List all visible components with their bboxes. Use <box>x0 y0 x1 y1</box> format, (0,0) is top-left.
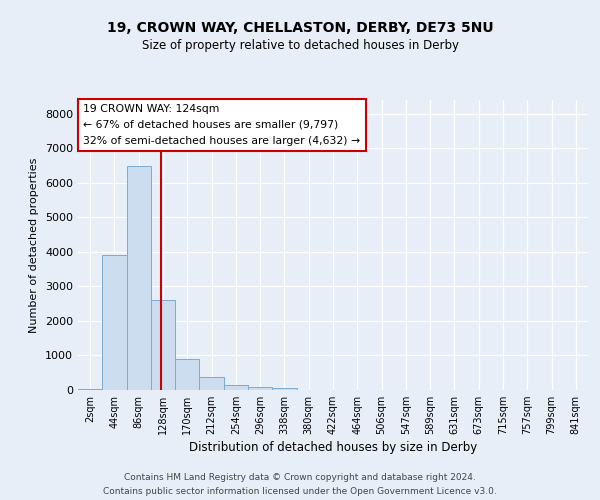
Bar <box>151 300 175 390</box>
Bar <box>102 256 127 390</box>
Bar <box>78 389 102 390</box>
Bar <box>224 385 248 390</box>
Bar <box>175 359 199 390</box>
Text: Distribution of detached houses by size in Derby: Distribution of detached houses by size … <box>189 441 477 454</box>
Bar <box>199 377 224 390</box>
Text: Size of property relative to detached houses in Derby: Size of property relative to detached ho… <box>142 38 458 52</box>
Text: 19, CROWN WAY, CHELLASTON, DERBY, DE73 5NU: 19, CROWN WAY, CHELLASTON, DERBY, DE73 5… <box>107 20 493 34</box>
Y-axis label: Number of detached properties: Number of detached properties <box>29 158 40 332</box>
Bar <box>127 166 151 390</box>
Text: Contains public sector information licensed under the Open Government Licence v3: Contains public sector information licen… <box>103 486 497 496</box>
Bar <box>272 388 296 390</box>
Text: Contains HM Land Registry data © Crown copyright and database right 2024.: Contains HM Land Registry data © Crown c… <box>124 473 476 482</box>
Text: 19 CROWN WAY: 124sqm
← 67% of detached houses are smaller (9,797)
32% of semi-de: 19 CROWN WAY: 124sqm ← 67% of detached h… <box>83 104 360 146</box>
Bar <box>248 386 272 390</box>
